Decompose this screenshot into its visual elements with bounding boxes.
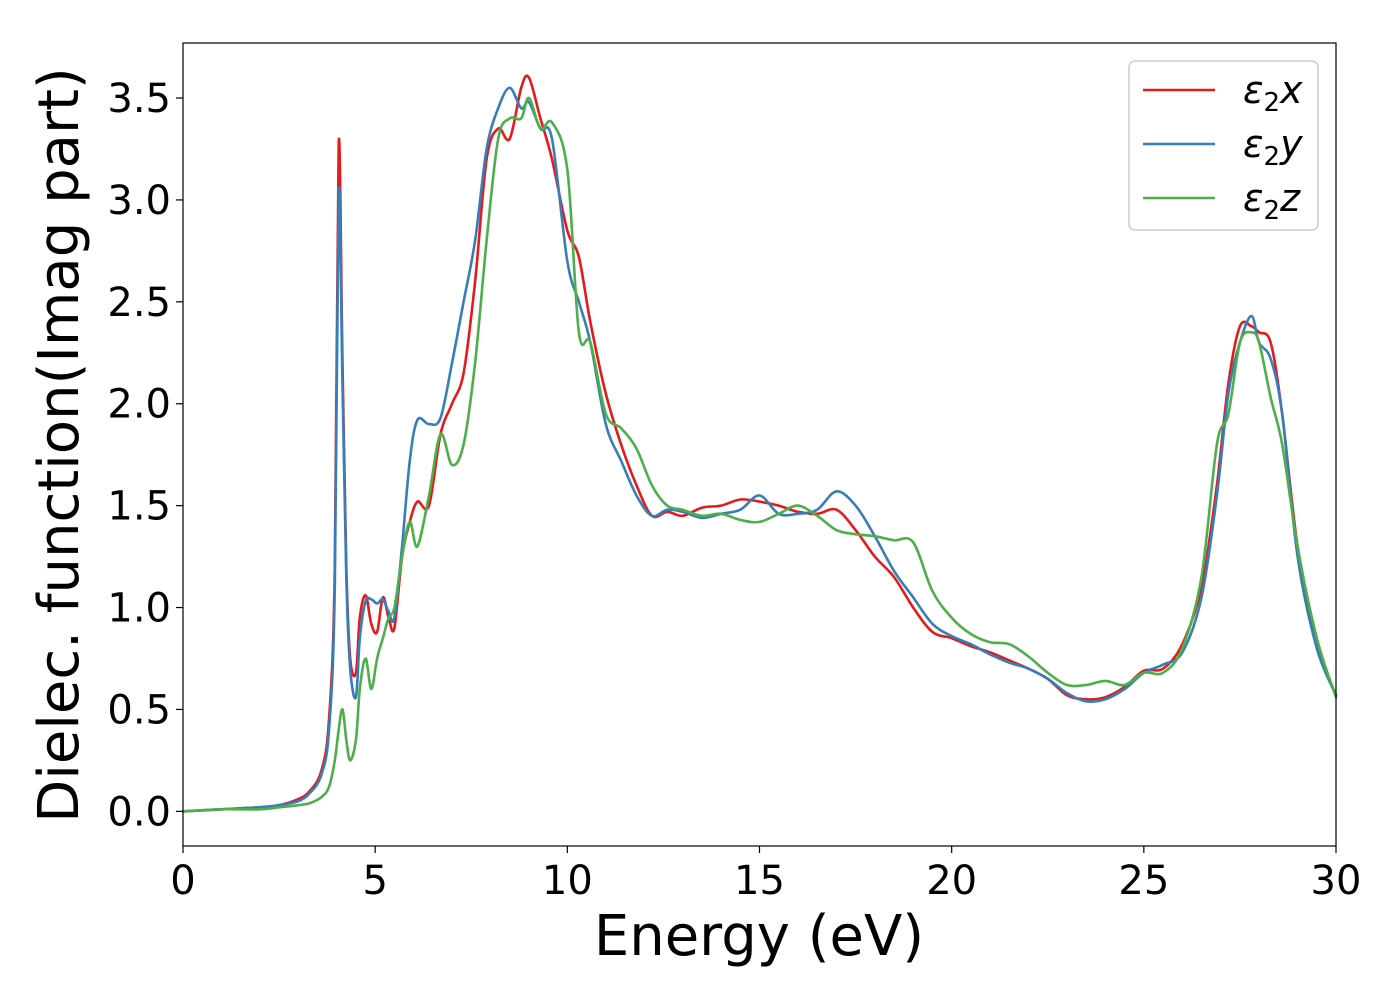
y-axis-ticks: 0.0 0.5 1.0 1.5 2.0 2.5 3.0 3.5 bbox=[107, 76, 183, 835]
x-tick-label: 5 bbox=[362, 858, 387, 904]
x-tick-label: 30 bbox=[1311, 858, 1362, 904]
series-layer bbox=[181, 74, 1338, 813]
y-tick-label: 0.0 bbox=[107, 789, 171, 835]
x-axis-title: Energy (eV) bbox=[594, 904, 924, 969]
y-tick-label: 0.5 bbox=[107, 687, 171, 733]
y-tick-label: 1.0 bbox=[107, 586, 171, 632]
y-tick-label: 3.5 bbox=[107, 76, 171, 122]
y-tick-label: 1.5 bbox=[107, 484, 171, 530]
x-tick-label: 10 bbox=[542, 858, 593, 904]
x-axis-ticks: 0 5 10 15 20 25 30 bbox=[170, 846, 1361, 904]
legend-box bbox=[1128, 60, 1319, 231]
x-tick-label: 25 bbox=[1118, 858, 1169, 904]
legend-label-y: ε2y bbox=[1243, 122, 1303, 172]
x-tick-label: 20 bbox=[926, 858, 977, 904]
legend-label-x: ε2x bbox=[1243, 68, 1303, 118]
series-line-z bbox=[181, 96, 1338, 813]
y-tick-label: 2.0 bbox=[107, 382, 171, 428]
y-tick-label: 3.0 bbox=[107, 178, 171, 224]
x-tick-label: 0 bbox=[170, 858, 195, 904]
y-tick-label: 2.5 bbox=[107, 280, 171, 326]
y-axis-title: Dielec. function(Imag part) bbox=[27, 67, 92, 823]
x-tick-label: 15 bbox=[734, 858, 785, 904]
legend-label-z: ε2z bbox=[1243, 176, 1301, 226]
